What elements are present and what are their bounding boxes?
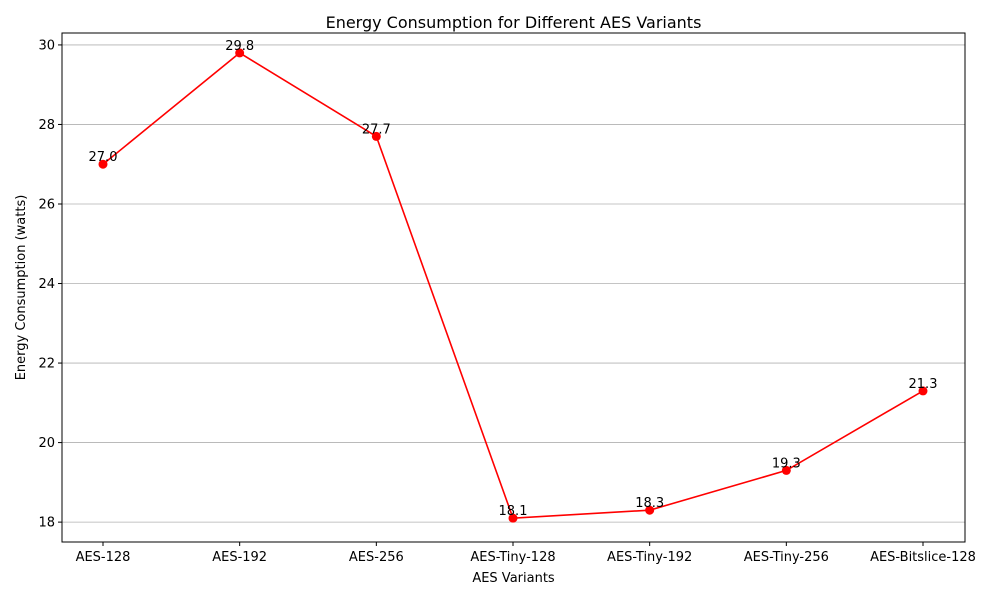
data-labels: 27.0 29.8 27.7 18.1 18.3 19.3 21.3 bbox=[89, 39, 938, 519]
data-points bbox=[98, 48, 928, 523]
y-axis-ticks: 18 20 22 24 26 28 30 bbox=[38, 38, 62, 531]
x-tick-label: AES-Tiny-128 bbox=[470, 550, 555, 565]
data-point bbox=[235, 48, 245, 58]
x-tick-label: AES-Bitslice-128 bbox=[870, 550, 976, 565]
y-tick-label: 30 bbox=[38, 38, 55, 53]
x-axis-ticks: AES-128 AES-192 AES-256 AES-Tiny-128 AES-Tin… bbox=[76, 542, 976, 565]
series-polyline bbox=[102, 51, 924, 519]
y-tick-label: 28 bbox=[38, 118, 55, 133]
series-line bbox=[102, 51, 924, 519]
x-tick-label: AES-256 bbox=[349, 550, 404, 565]
x-tick-label: AES-192 bbox=[212, 550, 267, 565]
data-point bbox=[98, 159, 108, 169]
y-tick-label: 20 bbox=[38, 436, 55, 451]
data-point bbox=[781, 465, 791, 475]
data-label: 27.7 bbox=[362, 122, 391, 137]
x-tick-label: AES-128 bbox=[76, 550, 131, 565]
data-point bbox=[371, 131, 381, 141]
x-axis-label: AES Variants bbox=[472, 571, 555, 586]
y-tick-label: 18 bbox=[38, 516, 55, 531]
grid-lines bbox=[62, 44, 965, 523]
y-tick-label: 24 bbox=[38, 277, 55, 292]
data-label: 27.0 bbox=[89, 150, 118, 165]
data-point bbox=[918, 386, 928, 396]
chart-title: Energy Consumption for Different AES Var… bbox=[326, 13, 702, 32]
data-point bbox=[508, 513, 518, 523]
data-point bbox=[645, 505, 655, 515]
y-tick-label: 22 bbox=[38, 357, 55, 372]
data-label: 19.3 bbox=[772, 456, 801, 471]
data-label: 29.8 bbox=[225, 39, 254, 54]
x-tick-label: AES-Tiny-256 bbox=[744, 550, 829, 565]
y-axis-label: Energy Consumption (watts) bbox=[14, 195, 29, 381]
data-label: 18.3 bbox=[635, 496, 664, 511]
data-label: 18.1 bbox=[499, 504, 528, 519]
plot-frame bbox=[61, 32, 966, 543]
data-label: 21.3 bbox=[909, 377, 938, 392]
y-tick-label: 26 bbox=[38, 197, 55, 212]
x-tick-label: AES-Tiny-192 bbox=[607, 550, 692, 565]
